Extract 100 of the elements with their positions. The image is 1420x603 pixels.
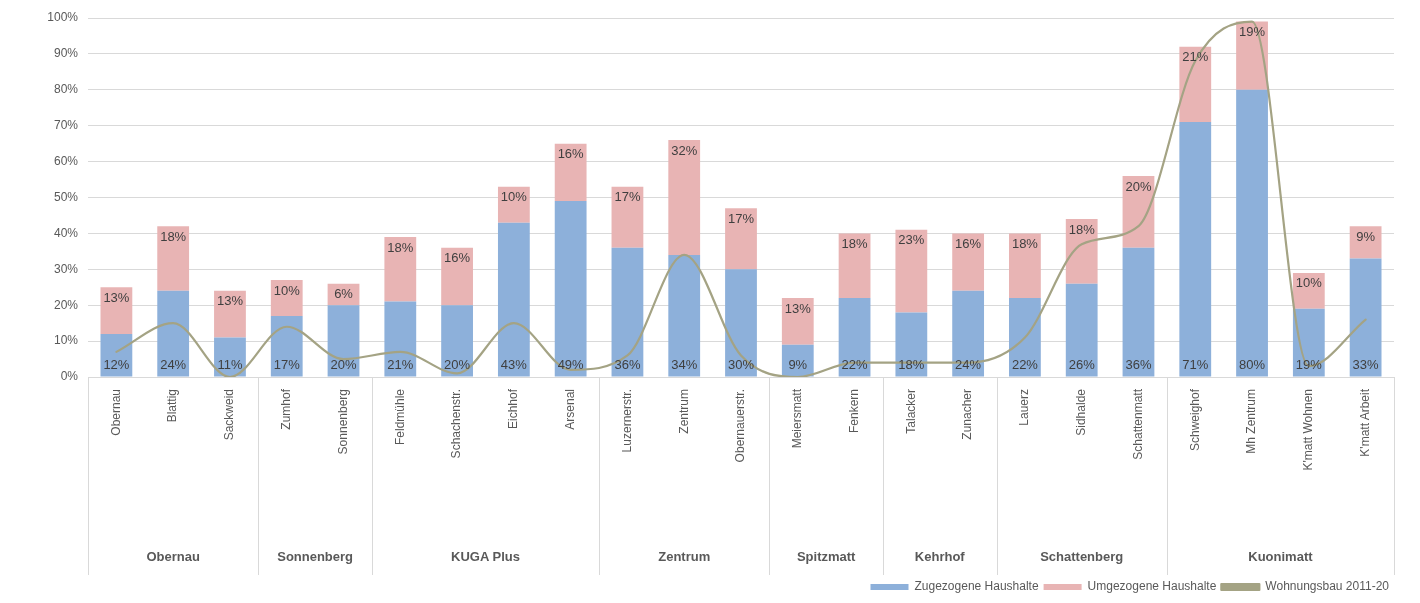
data-label: 24% — [160, 357, 187, 373]
x-tick-label: Zentrum — [676, 389, 691, 434]
x-tick-label: Talacker — [903, 389, 918, 434]
text: KUGA Plus — [451, 548, 520, 564]
bar — [725, 208, 757, 270]
x-tick-label: Schachenstr. — [449, 389, 464, 459]
data-label: 16% — [955, 235, 982, 251]
y-tick-label: 100% — [47, 10, 79, 25]
data-label: 19% — [1295, 357, 1323, 373]
bar — [952, 233, 985, 291]
data-label: 23% — [898, 232, 925, 248]
x-tick-label: Meiersmatt — [790, 388, 805, 449]
legend-label: Zugezogene Haushalte — [914, 579, 1039, 594]
bar — [100, 287, 133, 334]
x-tick-label: Sonnenberg — [335, 389, 350, 455]
data-label: 21% — [1182, 49, 1209, 65]
data-label: 16% — [444, 250, 471, 266]
data-label: 20% — [444, 357, 471, 373]
x-tick-label: Feldmühle — [392, 388, 407, 446]
data-label: 6% — [334, 286, 354, 302]
x-tick-label: Zumhof — [279, 388, 294, 430]
x-tick-label: Zunacher — [960, 389, 975, 440]
data-label: 36% — [614, 357, 641, 373]
data-label: 18% — [841, 235, 869, 251]
text: Kuonimatt — [1248, 548, 1314, 564]
data-label: 13% — [784, 300, 812, 316]
x-tick-label: Fenkern — [846, 389, 861, 434]
bar — [895, 312, 928, 377]
legend-label: Umgezogene Haushalte — [1087, 579, 1217, 594]
data-label: 33% — [1352, 357, 1380, 373]
x-tick-label: Eichhof — [506, 388, 521, 430]
y-tick-label: 40% — [53, 225, 79, 240]
bar — [497, 222, 530, 377]
data-label: 10% — [1295, 275, 1323, 291]
x-tick-label: Obernauerstr. — [733, 389, 748, 463]
x-tick-label: Sackweid — [222, 389, 237, 441]
text: Sonnenberg — [277, 548, 354, 564]
bar — [157, 226, 190, 291]
y-tick-label: 90% — [53, 46, 79, 61]
y-tick-label: 80% — [53, 82, 79, 97]
data-label: 10% — [273, 282, 301, 298]
bar — [952, 290, 985, 377]
data-label: 13% — [103, 289, 130, 305]
y-tick-label: 20% — [53, 297, 79, 312]
data-label: 17% — [614, 189, 641, 205]
bar — [725, 269, 757, 377]
data-label: 22% — [1011, 357, 1039, 373]
bar — [157, 290, 190, 377]
data-label: 71% — [1182, 357, 1209, 373]
bar — [668, 254, 701, 377]
bar — [1349, 226, 1382, 259]
y-tick-label: 60% — [53, 153, 79, 168]
bar — [554, 201, 587, 377]
text: Spitzmatt — [796, 548, 857, 564]
bar — [781, 298, 814, 345]
x-tick-label: K'matt Arbeit — [1357, 388, 1372, 457]
data-label: 18% — [898, 357, 925, 373]
data-label: 18% — [160, 228, 187, 244]
bar — [838, 298, 871, 377]
x-tick-label: Arsenal — [562, 389, 577, 430]
data-label: 43% — [500, 357, 528, 373]
data-label: 21% — [387, 357, 414, 373]
bar — [441, 247, 473, 306]
data-label: 22% — [841, 357, 869, 373]
data-label: 17% — [727, 210, 755, 226]
data-label: 18% — [1068, 221, 1096, 237]
x-tick-label: Blattig — [165, 389, 180, 423]
data-label: 49% — [557, 357, 585, 373]
y-tick-label: 70% — [53, 118, 79, 133]
bar — [554, 143, 587, 202]
bar — [1236, 89, 1268, 377]
data-label: 17% — [273, 357, 301, 373]
y-tick-label: 30% — [53, 261, 79, 276]
x-tick-label: Lauerz — [1017, 389, 1032, 426]
bar — [214, 290, 246, 338]
bar — [1009, 298, 1041, 377]
data-label: 10% — [500, 189, 528, 205]
data-label: 34% — [671, 357, 698, 373]
bar — [668, 140, 701, 255]
data-label: 9% — [788, 357, 808, 373]
data-label: 16% — [557, 146, 585, 162]
y-tick-label: 50% — [53, 189, 79, 204]
bar — [838, 233, 871, 299]
bar — [1349, 258, 1382, 377]
x-tick-label: Obernau — [108, 389, 123, 436]
x-tick-label: K'matt Wohnen — [1301, 389, 1316, 471]
text: Kehrhof — [914, 548, 966, 564]
data-label: 13% — [216, 293, 244, 309]
data-label: 12% — [103, 357, 130, 373]
x-tick-label: Mh Zentrum — [1244, 389, 1259, 454]
bar — [611, 247, 644, 377]
x-tick-label: Sidhalde — [1074, 388, 1089, 436]
bar — [384, 301, 417, 377]
data-label: 26% — [1068, 357, 1096, 373]
bar — [1065, 219, 1098, 284]
text: Obernau — [146, 548, 200, 564]
data-label: 18% — [1011, 235, 1039, 251]
data-label: 32% — [671, 142, 698, 158]
data-label: 30% — [727, 357, 755, 373]
x-tick-label: Schweighof — [1187, 388, 1202, 452]
